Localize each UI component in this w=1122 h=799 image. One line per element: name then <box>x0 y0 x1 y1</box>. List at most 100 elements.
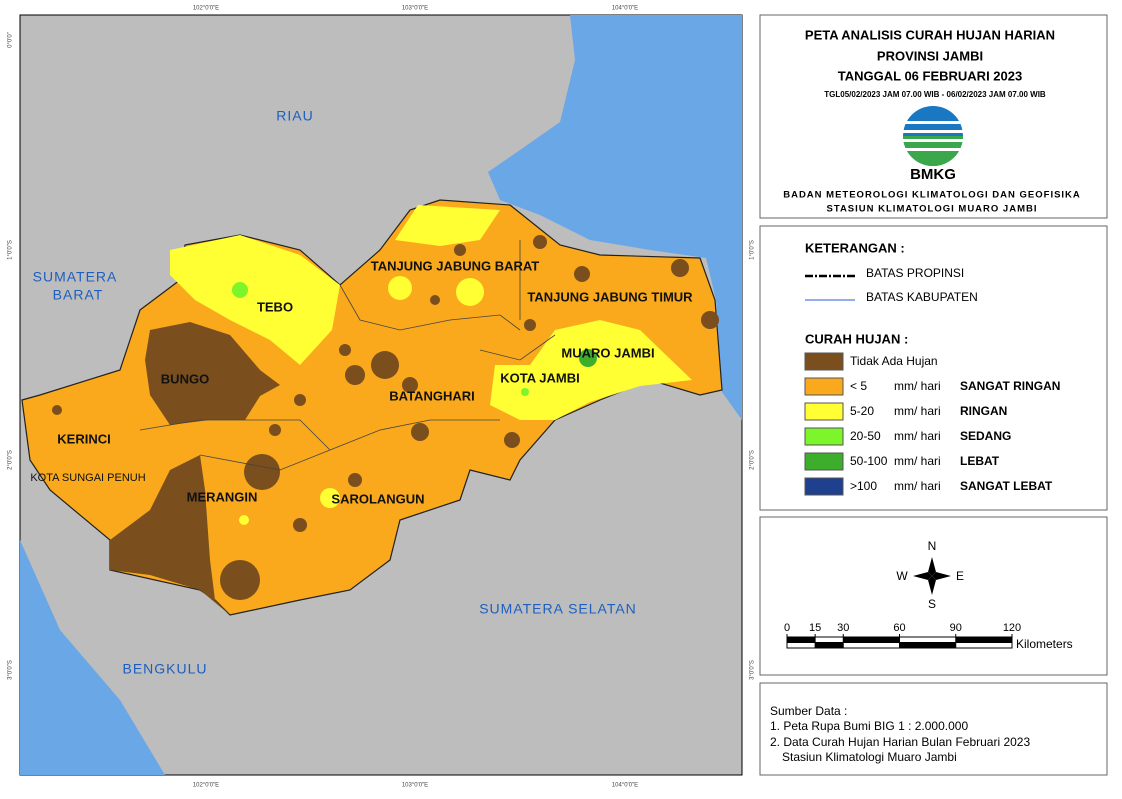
title: PROVINSI JAMBI <box>877 48 983 63</box>
region-label: MUARO JAMBI <box>561 345 654 360</box>
rain-light <box>170 235 340 365</box>
compass-panel: N S W E Kilometers 0 15 30 60 90 120 <box>759 516 1108 676</box>
sea <box>488 15 742 420</box>
neighbor-label: SUMATERA SELATAN <box>479 601 637 617</box>
scale-label: 60 <box>893 622 905 634</box>
compass-letter: E <box>956 569 964 583</box>
coord-label: 0°0'0" <box>8 32 14 48</box>
legend-range: Tidak Ada Hujan <box>850 354 938 368</box>
compass-letter: S <box>928 597 936 611</box>
legend-swatch <box>804 352 844 371</box>
legend-heading: CURAH HUJAN : <box>805 331 908 346</box>
legend-range: 5-20 <box>850 404 874 418</box>
neighbor-label: BENGKULU <box>122 661 207 677</box>
no-rain <box>110 455 230 615</box>
region-label: TANJUNG JABUNG BARAT <box>371 258 540 273</box>
scale-segment <box>815 642 844 648</box>
scale-label: 90 <box>950 622 962 634</box>
logo-text: BMKG <box>910 166 956 183</box>
legend-range: 20-50 <box>850 429 881 443</box>
legend-unit: mm/ hari <box>894 379 941 393</box>
coord-label: 3°0'0"S <box>750 660 756 680</box>
compass-arrow <box>913 572 932 580</box>
scale-segment <box>843 637 900 643</box>
coord-label: 104°0'0"E <box>612 6 638 12</box>
compass-arrow <box>932 572 951 580</box>
legend-label: BATAS PROPINSI <box>866 266 964 280</box>
rain-light <box>490 320 692 420</box>
legend-category: SANGAT LEBAT <box>960 479 1053 493</box>
no-rain-spots <box>52 235 719 600</box>
legend-label: BATAS KABUPATEN <box>866 290 978 304</box>
scale-label: 30 <box>837 622 849 634</box>
legend-unit: mm/ hari <box>894 404 941 418</box>
coord-label: 3°0'0"S <box>8 660 14 680</box>
map: RIAU SUMATERA BARAT BENGKULU SUMATERA SE… <box>8 6 756 789</box>
agency: STASIUN KLIMATOLOGI MUARO JAMBI <box>827 204 1038 215</box>
panel <box>759 682 1108 776</box>
legend-unit: mm/ hari <box>894 429 941 443</box>
rain-light-spots <box>236 249 484 525</box>
scale-unit: Kilometers <box>1016 637 1073 651</box>
coord-label: 102°0'0"E <box>193 6 219 12</box>
coord-label: 103°0'0"E <box>402 6 428 12</box>
title: PETA ANALISIS CURAH HUJAN HARIAN <box>805 27 1055 42</box>
legend-category: LEBAT <box>960 454 1000 468</box>
legend-range: < 5 <box>850 379 867 393</box>
region-label: BUNGO <box>161 371 209 386</box>
source-line: Stasiun Klimatologi Muaro Jambi <box>782 750 957 764</box>
scale-segment <box>787 637 816 643</box>
region-label: TANJUNG JABUNG TIMUR <box>527 289 693 304</box>
rain-moderate-spots <box>232 282 597 396</box>
source-panel: Sumber Data : 1. Peta Rupa Bumi BIG 1 : … <box>759 682 1108 776</box>
agency: BADAN METEOROLOGI KLIMATOLOGI DAN GEOFIS… <box>783 190 1081 201</box>
sea <box>20 540 165 775</box>
scale-label: 0 <box>784 622 790 634</box>
no-rain <box>145 322 280 425</box>
scale-segment <box>899 642 956 648</box>
legend-swatch <box>804 377 844 396</box>
legend-swatch <box>804 452 844 471</box>
neighbor-label: SUMATERA <box>33 269 118 285</box>
rain-light <box>395 205 500 246</box>
region-label: KERINCI <box>57 431 110 446</box>
coord-label: 103°0'0"E <box>402 783 428 789</box>
neighbor-label: BARAT <box>53 287 104 303</box>
legend-unit: mm/ hari <box>894 479 941 493</box>
legend-swatch <box>804 427 844 446</box>
region-label: KOTA SUNGAI PENUH <box>30 472 145 484</box>
region-label: SAROLANGUN <box>331 491 424 506</box>
legend-swatch <box>804 477 844 496</box>
scale-label: 120 <box>1003 622 1021 634</box>
legend-swatch <box>804 402 844 421</box>
region-label: BATANGHARI <box>389 388 474 403</box>
coord-label: 1°0'0"S <box>750 240 756 260</box>
legend-range: >100 <box>850 479 877 493</box>
panel <box>759 516 1108 676</box>
region-label: TEBO <box>257 299 293 314</box>
region-label: KOTA JAMBI <box>500 370 579 385</box>
compass-letter: N <box>928 539 937 553</box>
scale-label: 15 <box>809 622 821 634</box>
legend-heading: KETERANGAN : <box>805 240 905 255</box>
title-panel: PETA ANALISIS CURAH HUJAN HARIAN PROVINS… <box>759 14 1108 219</box>
compass-letter: W <box>896 569 908 583</box>
compass-arrow <box>928 557 936 576</box>
coord-label: 102°0'0"E <box>193 783 219 789</box>
coord-label: 1°0'0"S <box>8 240 14 260</box>
legend-unit: mm/ hari <box>894 454 941 468</box>
compass-arrow <box>928 576 936 595</box>
legend-category: RINGAN <box>960 404 1007 418</box>
neighbor-label: RIAU <box>276 108 313 124</box>
legend-category: SANGAT RINGAN <box>960 379 1060 393</box>
region-label: MERANGIN <box>187 489 258 504</box>
source-line: 2. Data Curah Hujan Harian Bulan Februar… <box>770 735 1030 749</box>
logo <box>903 106 963 166</box>
legend-panel: KETERANGAN : BATAS PROPINSI BATAS KABUPA… <box>759 225 1108 511</box>
period: TGL05/02/2023 JAM 07.00 WIB - 06/02/2023… <box>824 90 1046 99</box>
title: TANGGAL 06 FEBRUARI 2023 <box>838 68 1022 83</box>
coord-label: 2°0'0"S <box>750 450 756 470</box>
scale-segment <box>955 637 1012 643</box>
source-heading: Sumber Data : <box>770 704 847 718</box>
